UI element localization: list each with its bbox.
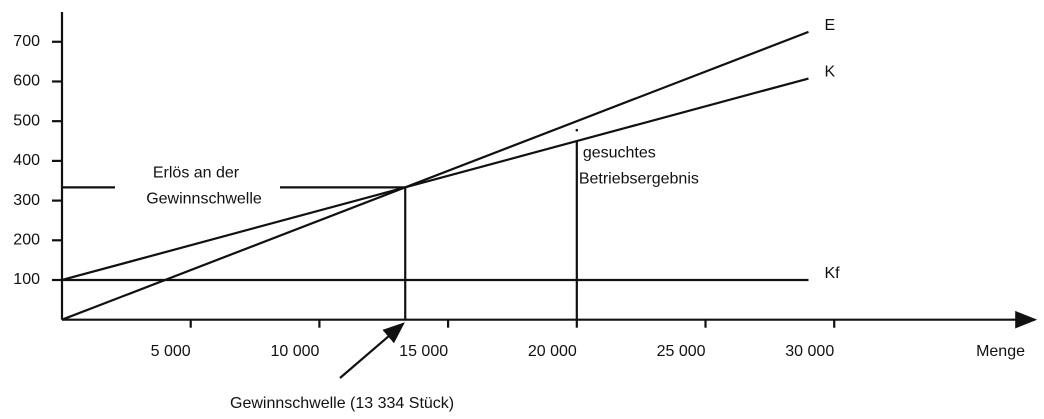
x-tick-label: 10 000 [270, 343, 319, 360]
x-axis-label: Menge [976, 343, 1025, 360]
x-tick-label: 25 000 [657, 343, 706, 360]
series-label: Kf [824, 265, 840, 282]
revenue-label: Gewinnschwelle [146, 191, 262, 208]
y-tick-label: 200 [13, 232, 40, 249]
y-tick-label: 100 [13, 271, 40, 288]
y-tick-label: 700 [13, 33, 40, 50]
x-tick-label: 30 000 [785, 343, 834, 360]
target-dot [575, 128, 579, 132]
y-tick-label: 500 [13, 112, 40, 129]
x-tick-label: 5 000 [151, 343, 191, 360]
breakeven-arrow [339, 322, 405, 379]
target-label: Betriebsergebnis [579, 170, 699, 187]
y-tick-label: 300 [13, 192, 40, 209]
y-tick-label: 400 [13, 152, 40, 169]
series-line [61, 77, 809, 282]
y-tick-label: 600 [13, 73, 40, 90]
x-tick-label: 20 000 [528, 343, 577, 360]
revenue-label: Erlös an der [153, 165, 240, 182]
series-label: E [824, 17, 835, 34]
x-tick-label: 15 000 [399, 343, 448, 360]
series-label: K [824, 64, 835, 81]
series-line [61, 30, 809, 321]
target-label: gesuchtes [583, 144, 656, 161]
breakeven-label: Gewinnschwelle (13 334 Stück) [230, 395, 454, 412]
